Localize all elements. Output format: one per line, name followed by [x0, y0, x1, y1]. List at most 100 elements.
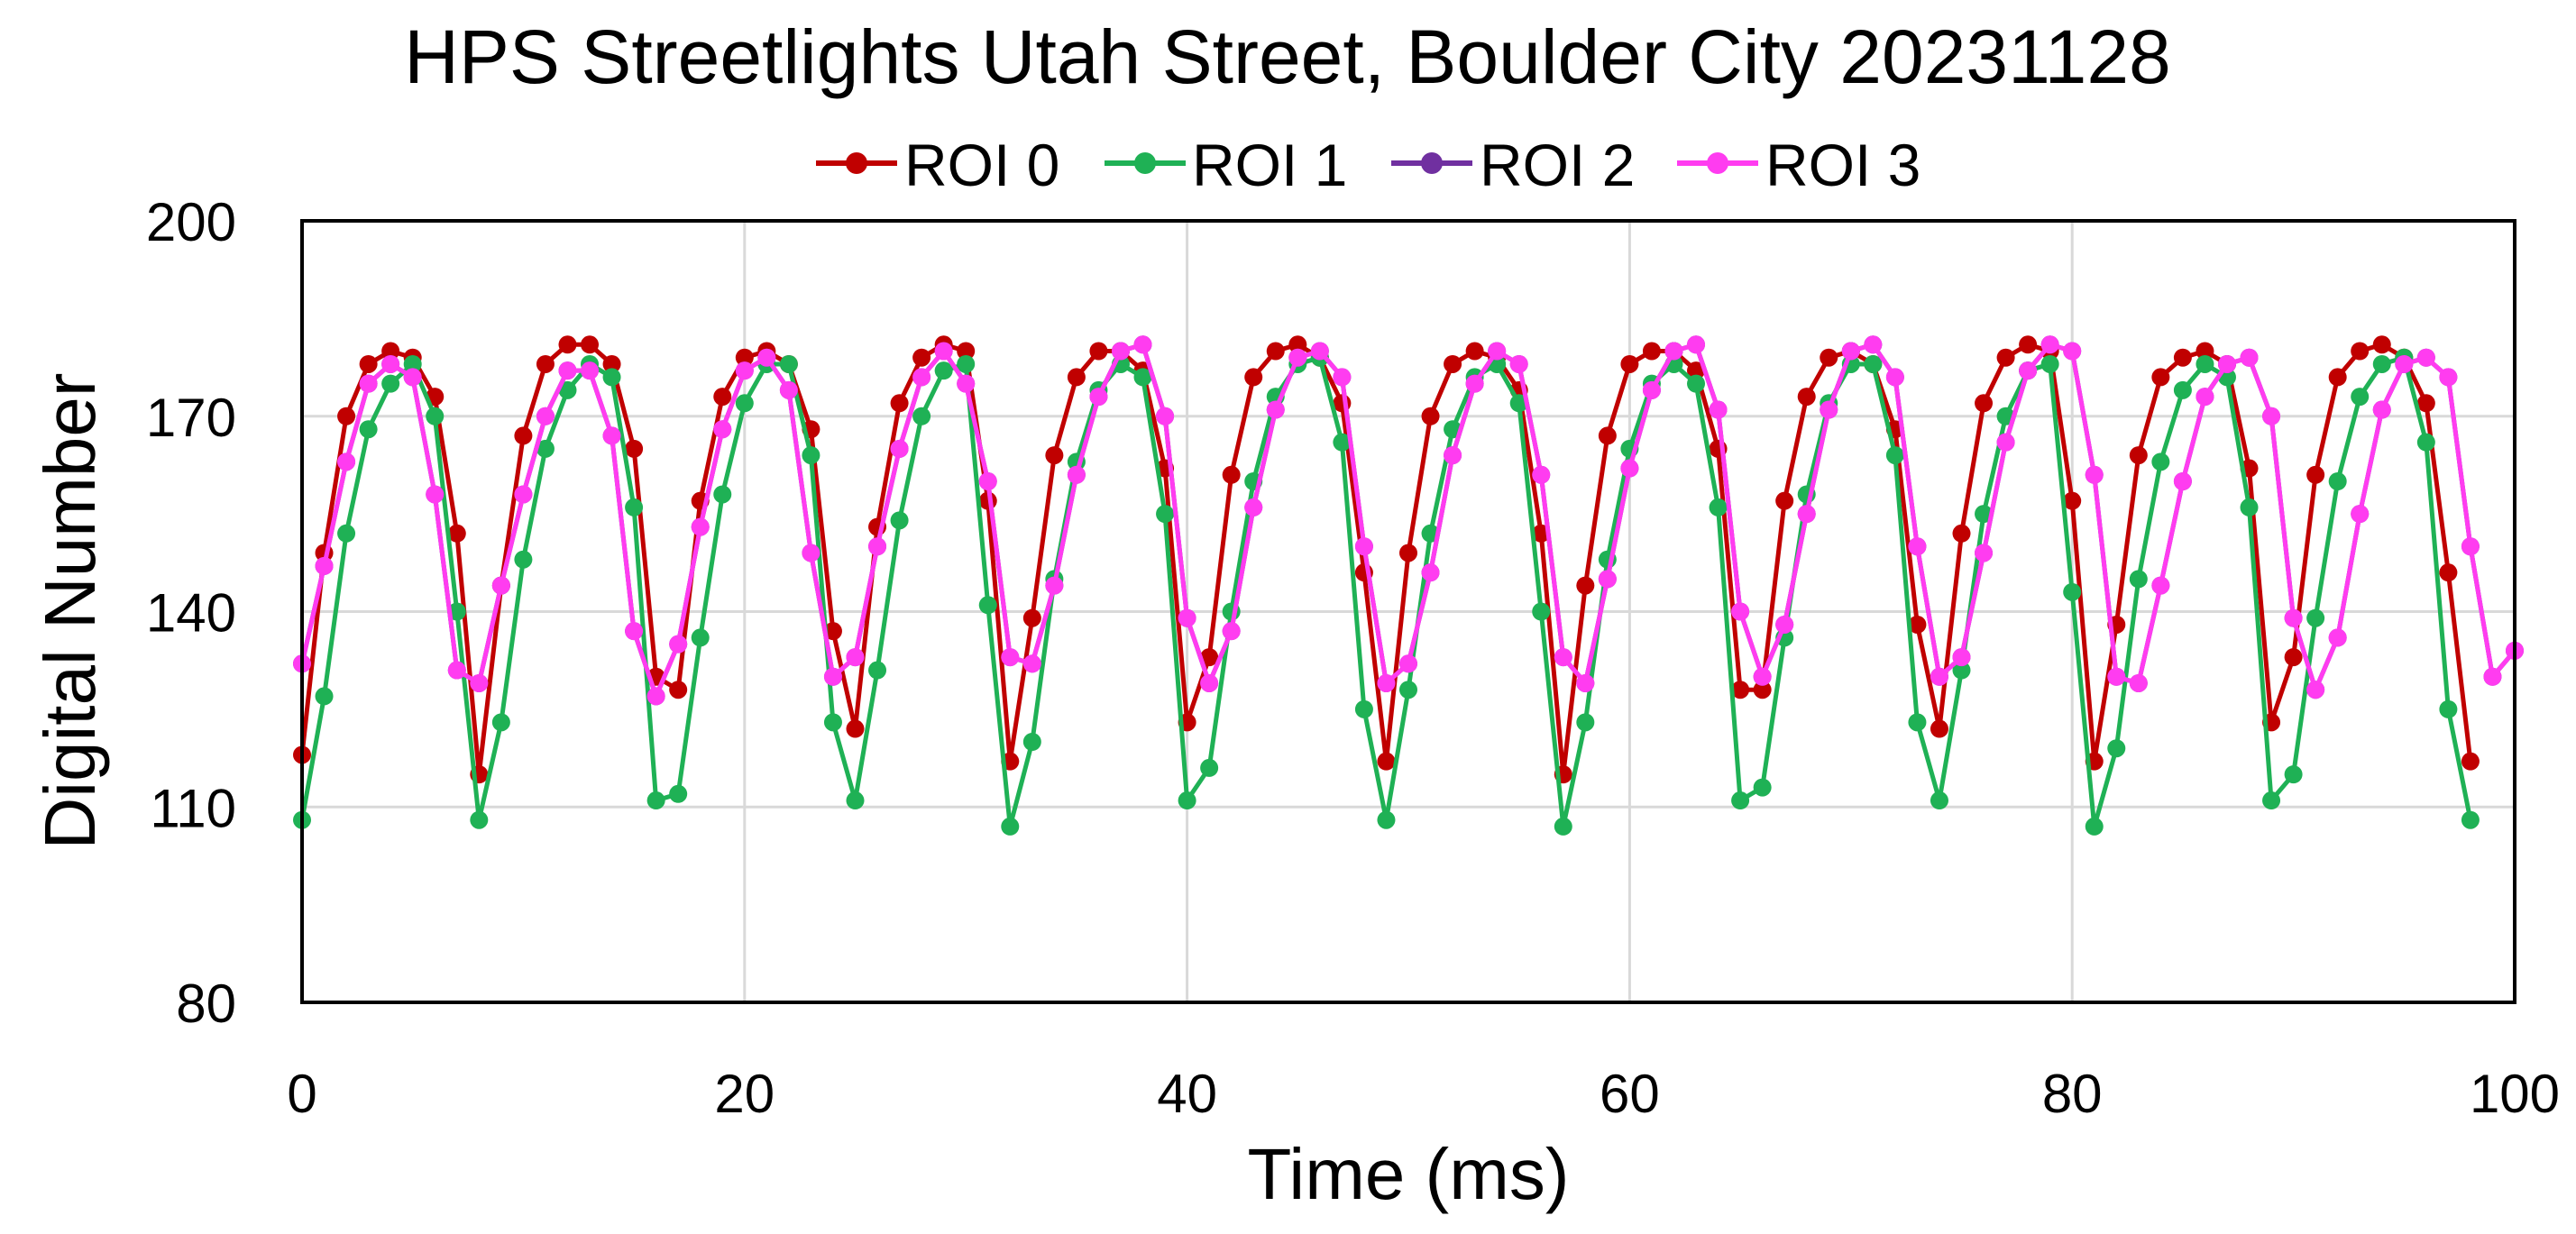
data-point — [890, 394, 909, 413]
data-point — [2439, 563, 2458, 582]
data-point — [2306, 608, 2325, 627]
data-point — [2063, 342, 2082, 361]
data-point — [1022, 654, 1041, 673]
data-point — [2019, 335, 2038, 354]
data-point — [1576, 673, 1595, 692]
data-point — [1222, 465, 1241, 484]
data-point — [403, 368, 422, 387]
data-point — [2129, 570, 2148, 589]
data-point — [359, 374, 378, 393]
data-point — [536, 439, 555, 458]
x-tick-label: 80 — [2042, 1064, 2103, 1124]
data-point — [447, 524, 466, 543]
series-roi-3 — [293, 335, 2524, 706]
data-point — [1598, 426, 1617, 445]
data-point — [1156, 505, 1175, 524]
data-point — [757, 348, 776, 367]
data-point — [2306, 681, 2325, 699]
legend-label-roi-2: ROI 2 — [1480, 132, 1635, 198]
data-point — [1775, 491, 1794, 510]
data-point — [1797, 388, 1816, 407]
data-point — [426, 407, 445, 425]
legend-marker-roi-2 — [1421, 152, 1443, 174]
data-point — [2151, 452, 2170, 471]
x-tick-label: 100 — [2470, 1064, 2560, 1124]
legend: ROI 0 ROI 1 ROI 2 ROI 3 — [816, 132, 1921, 198]
data-point — [1731, 681, 1750, 699]
data-point — [978, 596, 997, 615]
data-point — [1598, 570, 1617, 589]
data-point — [1067, 465, 1086, 484]
data-point — [868, 537, 887, 556]
data-point — [2439, 368, 2458, 387]
data-point — [1333, 368, 1352, 387]
data-point — [1797, 505, 1816, 524]
data-point — [2107, 667, 2126, 686]
data-point — [1687, 361, 1706, 380]
data-point — [2284, 765, 2303, 784]
data-point — [1288, 335, 1307, 354]
data-point — [2173, 348, 2192, 367]
data-point — [1244, 368, 1263, 387]
data-point — [2328, 628, 2347, 647]
x-axis-label: Time (ms) — [1248, 1134, 1570, 1214]
data-point — [735, 361, 754, 380]
data-point — [713, 388, 732, 407]
data-point — [1930, 791, 1948, 810]
data-point — [1509, 354, 1528, 373]
y-tick-label: 110 — [150, 778, 236, 838]
data-point — [1753, 667, 1772, 686]
data-point — [1465, 374, 1484, 393]
data-point — [1399, 654, 1417, 673]
legend-item-roi-3: ROI 3 — [1677, 132, 1921, 198]
data-point — [1001, 817, 1020, 836]
data-point — [447, 602, 466, 621]
y-tick-label: 170 — [146, 388, 236, 448]
data-point — [846, 648, 865, 667]
data-point — [381, 354, 400, 373]
data-point — [1576, 576, 1595, 595]
data-point — [2262, 791, 2281, 810]
data-point — [2019, 361, 2038, 380]
plot-area-border — [300, 219, 2516, 1004]
data-point — [1421, 563, 1440, 582]
tick-labels: 0 20 40 60 80 100 80 110 140 170 200 — [146, 192, 2560, 1124]
data-point — [1620, 459, 1639, 478]
data-point — [1820, 400, 1838, 419]
data-point — [1775, 615, 1794, 634]
data-point — [646, 687, 665, 706]
data-point — [735, 348, 754, 367]
data-point — [890, 439, 909, 458]
data-point — [1908, 537, 1927, 556]
data-point — [470, 673, 489, 692]
data-point — [381, 342, 400, 361]
data-point — [912, 368, 931, 387]
data-point — [912, 348, 931, 367]
data-point — [1133, 368, 1152, 387]
data-point — [1310, 342, 1329, 361]
data-point — [2063, 582, 2082, 601]
data-point — [2328, 368, 2347, 387]
data-point — [1753, 681, 1772, 699]
data-point — [315, 687, 334, 706]
data-point — [1200, 758, 1219, 777]
data-point — [2284, 648, 2303, 667]
legend-marker-roi-1 — [1134, 152, 1156, 174]
data-point — [1399, 544, 1417, 562]
data-point — [1200, 648, 1219, 667]
data-point — [1975, 394, 1994, 413]
data-point — [669, 681, 688, 699]
data-point — [846, 791, 865, 810]
data-point — [1288, 348, 1307, 367]
data-point — [2107, 739, 2126, 758]
data-point — [1975, 544, 1994, 562]
data-point — [1266, 400, 1285, 419]
data-point — [1089, 388, 1108, 407]
data-point — [2351, 505, 2370, 524]
data-point — [713, 420, 732, 439]
data-point — [2040, 335, 2059, 354]
data-point — [602, 368, 621, 387]
data-point — [1952, 661, 1971, 680]
data-point — [1399, 681, 1417, 699]
data-point — [1996, 348, 2015, 367]
